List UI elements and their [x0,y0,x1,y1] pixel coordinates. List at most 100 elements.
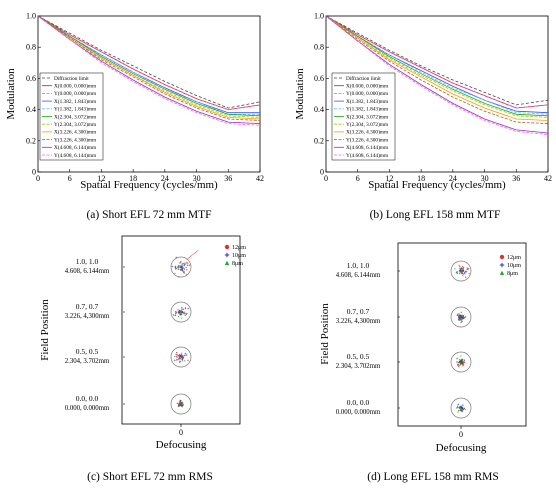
spot-point [180,313,183,316]
legend-entry: Y(1.382, 1.843)mm [346,106,389,113]
legend-marker [224,244,230,250]
spot-point [463,407,465,409]
series-line [37,15,261,121]
series-line [37,15,261,120]
spot-point [460,321,462,324]
spot-point [460,362,462,364]
spot-point [181,265,183,267]
x-tick-label: 36 [224,174,232,183]
field-coords: 3.226, 4,300mm [336,318,381,325]
spot-diagram [170,250,199,278]
spot-point [178,267,179,269]
series-line [325,15,549,135]
spot-point [187,307,190,310]
spot-point [459,271,461,273]
spot-point [178,316,179,318]
spot-point [456,272,458,274]
spot-point [460,406,462,409]
spot-diagrams [170,250,199,415]
y-tick-label: 1.0 [26,12,36,21]
series-line [37,15,261,109]
spot-point [173,359,176,362]
panel-caption: (b) Long EFL 158 mm MTF [370,209,501,221]
y-tick-label: 1.0 [314,12,324,21]
spot-point [463,363,464,365]
spot-point [175,312,177,315]
spot-point [179,265,181,267]
spot-point [175,268,177,270]
field-label: 0.0, 0.0 [76,394,99,403]
spot-point [457,363,459,366]
spot-point [456,406,459,409]
spot-point [188,256,190,258]
spot-point [177,359,178,361]
spot-point [461,272,463,274]
field-label: 1.0, 1.0 [76,257,99,266]
spot-point [191,254,193,256]
y-tick-label: 0.6 [314,74,324,83]
legend-entry: X(3.226, 4.300)mm [54,129,97,136]
legend-entry: Diffraction limit [346,75,381,82]
spot-point [457,313,459,315]
spot-point [179,402,180,404]
legend-entry: 10μm [507,263,521,269]
x-tick-label: 12 [97,174,105,183]
spot-point [183,311,185,313]
mtf-chart-short-efl: 0 6 12 18 24 30 36 42 0 0.2 0.4 0.6 0.8 1.0 Diffracti… [5,12,264,222]
spot-point [176,355,178,357]
spot-point [179,403,181,405]
spot-point [459,359,461,361]
spot-point [196,251,198,253]
spot-point [456,314,459,317]
spot-point [462,267,465,269]
spot-point [187,257,189,259]
spot-point [182,355,184,357]
field-coords: 3.226, 4,300mm [65,313,110,320]
spot-point [459,365,461,367]
spot-point [181,269,184,272]
spot-point [185,266,187,268]
spot-point [459,410,461,412]
panel-caption: (c) Short EFL 72 mm RMS [87,471,213,483]
spot-point [461,358,463,361]
spot-point [180,311,182,313]
x-tick-label: 24 [449,174,457,183]
spot-point [181,263,184,265]
series-line [37,15,261,117]
spot-point [458,409,460,411]
spot-point [184,268,186,270]
spot-point [462,273,465,275]
spot-point [179,313,181,315]
field-coords: 2.304, 3.702mm [65,358,110,365]
spot-diagram [170,301,192,323]
legend-entry: Diffraction limit [54,75,89,82]
legend-entry: 10μm [232,253,246,259]
field-coords: 4.608, 6.144mm [336,272,381,279]
x-tick-label: 6 [68,174,72,183]
legend-entry: Y(1.382, 1.843)mm [54,106,97,113]
spot-point [178,355,180,357]
spot-point [187,262,189,264]
y-tick-label: 0.4 [26,105,36,114]
airy-circle [170,393,192,415]
spot-point [462,360,463,362]
x-tick-label: 0 [36,174,40,183]
spot-point [464,270,467,273]
legend-marker [499,262,505,268]
spot-point [183,354,186,357]
spot-diagram [450,306,472,328]
legend: 12μm 10μm 8μm [499,254,521,277]
x-tick-label: 0 [459,430,463,439]
spot-point [186,269,188,271]
x-tick-label: 24 [161,174,169,183]
spot-point [174,272,176,274]
legend-entry: X(4.608, 6.144)mm [54,144,97,151]
spot-diagram [170,346,192,368]
spot-point [184,272,186,274]
spot-point [179,358,181,360]
spot-point [181,317,183,319]
spot-point [182,357,184,359]
spot-point [185,263,187,265]
